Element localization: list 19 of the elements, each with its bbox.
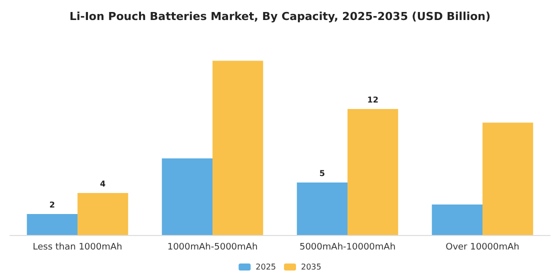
data-label: 5 [319, 169, 326, 178]
bar [482, 122, 534, 235]
x-tick-label: 5000mAh-10000mAh [299, 242, 396, 252]
data-label: 12 [367, 96, 378, 104]
bar [26, 214, 78, 235]
bar [78, 193, 128, 235]
bar [348, 109, 398, 235]
chart-title: Li-Ion Pouch Batteries Market, By Capacity, 2025-2035 (USD Billion) [69, 10, 491, 23]
bar [296, 182, 348, 235]
x-tick-label: Over 10000mAh [446, 242, 520, 252]
x-tick-label: 1000mAh-5000mAh [167, 242, 258, 252]
x-tick-label: Less than 1000mAh [32, 242, 122, 252]
data-label: 2 [49, 200, 55, 210]
bar [212, 60, 264, 235]
legend-label: 2025 [256, 262, 276, 272]
data-label: 4 [100, 180, 106, 188]
legend-label: 2035 [301, 262, 322, 272]
bar [162, 158, 212, 235]
bar [432, 204, 482, 235]
